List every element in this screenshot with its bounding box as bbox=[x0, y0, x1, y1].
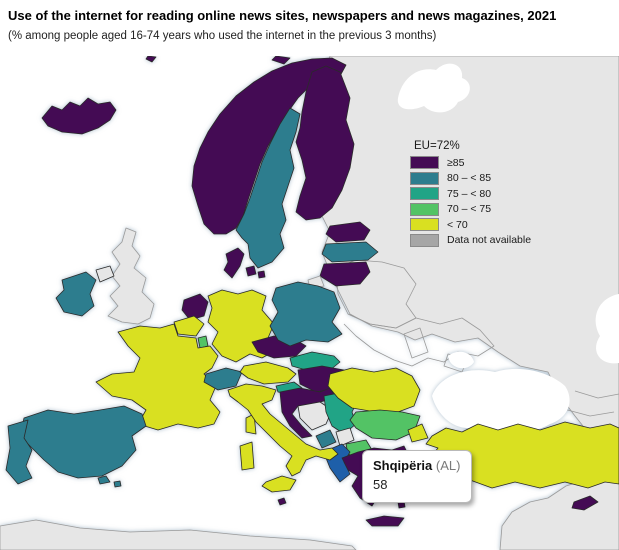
sea-of-azov bbox=[448, 351, 474, 369]
country-switzerland[interactable] bbox=[203, 367, 243, 391]
legend-item: Data not available bbox=[410, 233, 531, 249]
country-norway[interactable] bbox=[191, 57, 347, 235]
country-sweden[interactable] bbox=[235, 107, 301, 269]
legend-swatch-lt70 bbox=[410, 218, 439, 232]
legend-label: Data not available bbox=[447, 234, 532, 247]
legend-label: 75 – < 80 bbox=[447, 187, 492, 200]
map-tooltip: Shqipëria (AL) 58 bbox=[362, 450, 472, 503]
white-sea bbox=[397, 63, 470, 113]
legend-swatch-70-75 bbox=[410, 202, 439, 216]
country-iceland[interactable] bbox=[41, 97, 117, 135]
map-svg bbox=[0, 56, 619, 550]
legend-item: 70 – < 75 bbox=[410, 202, 531, 218]
legend-label: < 70 bbox=[447, 218, 468, 231]
country-austria[interactable] bbox=[239, 361, 297, 385]
country-malta[interactable] bbox=[277, 497, 287, 506]
country-bulgaria[interactable] bbox=[349, 409, 421, 441]
legend-item: ≥85 bbox=[410, 155, 531, 171]
legend-label: ≥85 bbox=[447, 156, 465, 169]
chart-header: Use of the internet for reading online n… bbox=[8, 6, 608, 42]
page-subtitle: (% among people aged 16-74 years who use… bbox=[8, 29, 437, 42]
legend-label: 80 – < 85 bbox=[447, 172, 492, 185]
country-sardinia[interactable] bbox=[239, 441, 255, 471]
country-north-africa[interactable] bbox=[0, 519, 357, 550]
country-netherlands[interactable] bbox=[181, 293, 209, 321]
country-turkey-thrace[interactable] bbox=[407, 423, 429, 443]
border-caucasus bbox=[559, 390, 619, 417]
legend-item: < 70 bbox=[410, 217, 531, 233]
country-montenegro[interactable] bbox=[315, 429, 337, 449]
border-moldova bbox=[403, 327, 429, 359]
europe-map bbox=[0, 56, 619, 550]
country-northern-ireland[interactable] bbox=[95, 265, 115, 283]
country-spain[interactable] bbox=[19, 405, 147, 488]
country-italy[interactable] bbox=[227, 383, 339, 477]
legend-item: 80 – < 85 bbox=[410, 171, 531, 187]
country-croatia[interactable] bbox=[279, 387, 337, 439]
country-ireland[interactable] bbox=[55, 271, 97, 317]
country-estonia[interactable] bbox=[325, 221, 371, 243]
border-belarus bbox=[335, 259, 417, 329]
country-slovakia[interactable] bbox=[289, 351, 341, 371]
black-sea bbox=[432, 368, 570, 433]
border-ukraine bbox=[343, 313, 495, 367]
map-legend: EU=72% ≥85 80 – < 85 75 – < 80 70 – < 75… bbox=[410, 140, 531, 248]
country-latvia[interactable] bbox=[321, 241, 379, 263]
legend-swatch-75-80 bbox=[410, 187, 439, 201]
country-romania[interactable] bbox=[327, 367, 421, 413]
tooltip-title: Shqipëria (AL) bbox=[373, 457, 461, 476]
country-portugal[interactable] bbox=[5, 419, 33, 485]
legend-eu-average: EU=72% bbox=[414, 140, 460, 152]
legend-swatch-no-data bbox=[410, 233, 439, 247]
tooltip-country-code: (AL) bbox=[435, 458, 461, 473]
tooltip-country-name: Shqipëria bbox=[373, 458, 433, 473]
caspian-sea bbox=[595, 294, 619, 364]
legend-item: 75 – < 80 bbox=[410, 186, 531, 202]
country-svalbard[interactable] bbox=[145, 56, 291, 65]
legend-swatch-gte85 bbox=[410, 156, 439, 170]
country-cyprus[interactable] bbox=[571, 495, 599, 511]
country-france[interactable] bbox=[95, 323, 221, 431]
page-title: Use of the internet for reading online n… bbox=[8, 8, 557, 23]
legend-label: 70 – < 75 bbox=[447, 203, 492, 216]
country-bosnia[interactable] bbox=[297, 401, 333, 431]
country-sicily[interactable] bbox=[261, 475, 297, 493]
legend-swatch-80-85 bbox=[410, 171, 439, 185]
country-belgium[interactable] bbox=[173, 315, 205, 337]
country-united-kingdom[interactable] bbox=[107, 227, 155, 325]
country-kosovo[interactable] bbox=[335, 427, 355, 447]
country-poland[interactable] bbox=[269, 281, 343, 347]
country-finland[interactable] bbox=[295, 65, 355, 221]
tooltip-value: 58 bbox=[373, 476, 388, 492]
country-denmark[interactable] bbox=[223, 247, 266, 279]
